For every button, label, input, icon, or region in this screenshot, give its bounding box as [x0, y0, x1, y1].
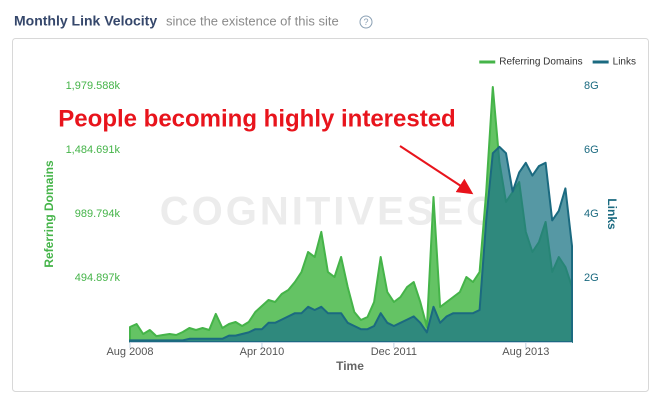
chart-title: Monthly Link Velocity — [14, 13, 157, 29]
help-icon[interactable]: ? — [359, 15, 373, 29]
watermark: COGNITIVESEO — [160, 190, 501, 234]
y-tick-label: 1,484.691k — [66, 144, 121, 156]
svg-text:?: ? — [363, 17, 368, 27]
y-tick-label: 1,979.588k — [66, 80, 121, 92]
x-tick-label: Dec 2011 — [371, 346, 417, 358]
x-tick-label: Aug 2008 — [106, 346, 153, 358]
legend-label: Referring Domains — [499, 57, 582, 68]
x-axis-title: Time — [336, 359, 364, 373]
y-axis-title: Referring Domains — [42, 160, 56, 268]
y2-tick-label: 8G — [584, 80, 599, 92]
y2-axis-title: Links — [605, 198, 619, 230]
x-tick-label: Apr 2010 — [240, 346, 285, 358]
chart-subtitle: since the existence of this site — [166, 13, 339, 28]
y2-tick-label: 6G — [584, 144, 599, 156]
annotation-arrow — [399, 145, 474, 195]
annotation: People becoming highly interested — [58, 105, 455, 132]
y-tick-label: 494.897k — [75, 272, 121, 284]
legend-label: Links — [613, 57, 636, 68]
area — [129, 145, 573, 343]
y2-tick-label: 4G — [584, 208, 599, 220]
y-tick-label: 989.794k — [75, 208, 121, 220]
x-tick-label: Aug 2013 — [502, 346, 549, 358]
y2-tick-label: 2G — [584, 272, 599, 284]
